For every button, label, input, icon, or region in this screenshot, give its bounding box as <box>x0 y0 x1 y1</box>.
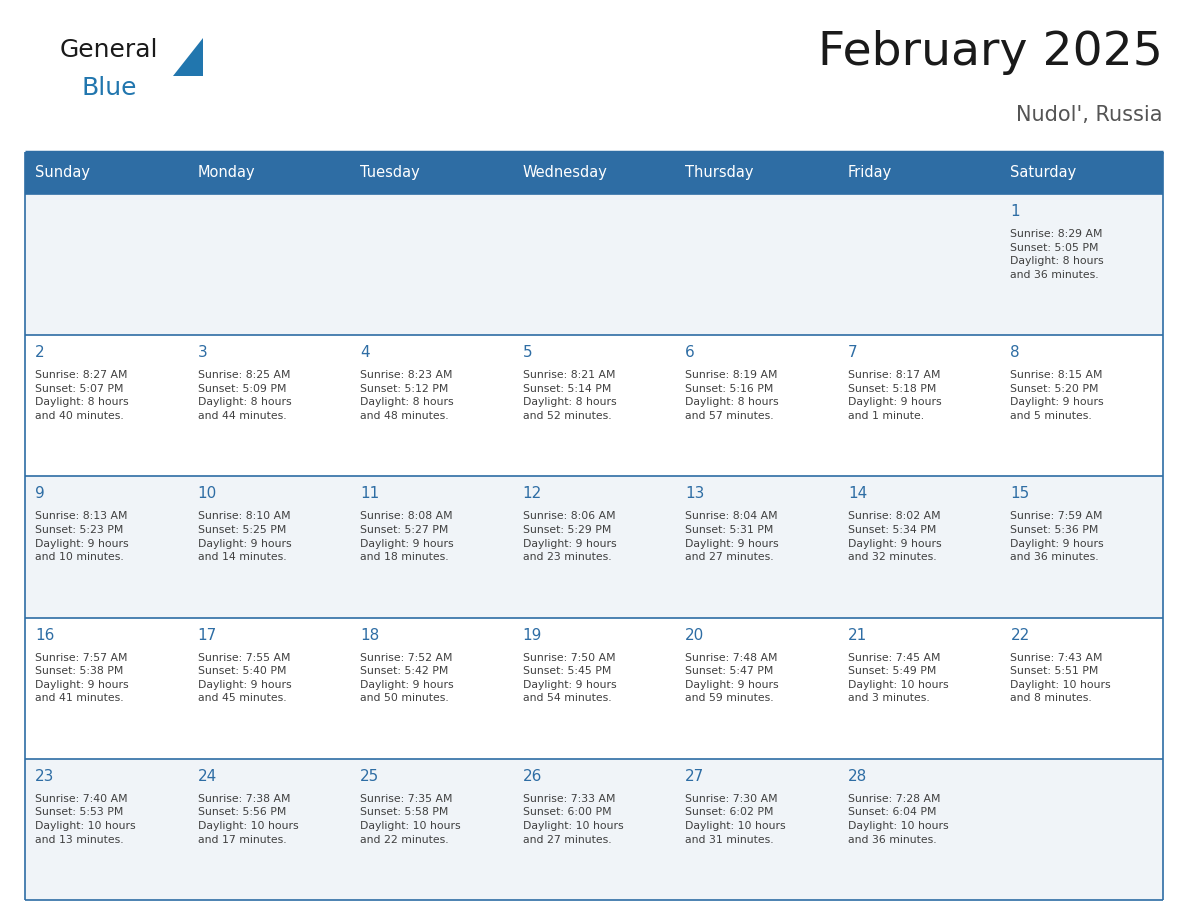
Text: Thursday: Thursday <box>685 165 753 181</box>
Text: Nudol', Russia: Nudol', Russia <box>1017 105 1163 125</box>
Text: Wednesday: Wednesday <box>523 165 607 181</box>
Text: Sunrise: 7:40 AM
Sunset: 5:53 PM
Daylight: 10 hours
and 13 minutes.: Sunrise: 7:40 AM Sunset: 5:53 PM Dayligh… <box>34 794 135 845</box>
Text: Friday: Friday <box>848 165 892 181</box>
Text: 26: 26 <box>523 768 542 784</box>
Text: 23: 23 <box>34 768 55 784</box>
Text: February 2025: February 2025 <box>819 30 1163 75</box>
Text: Sunrise: 7:38 AM
Sunset: 5:56 PM
Daylight: 10 hours
and 17 minutes.: Sunrise: 7:38 AM Sunset: 5:56 PM Dayligh… <box>197 794 298 845</box>
Text: 14: 14 <box>848 487 867 501</box>
Text: 6: 6 <box>685 345 695 360</box>
Text: 13: 13 <box>685 487 704 501</box>
Text: 2: 2 <box>34 345 45 360</box>
Text: Sunrise: 8:15 AM
Sunset: 5:20 PM
Daylight: 9 hours
and 5 minutes.: Sunrise: 8:15 AM Sunset: 5:20 PM Dayligh… <box>1011 370 1104 421</box>
Text: 7: 7 <box>848 345 858 360</box>
Text: 28: 28 <box>848 768 867 784</box>
Text: Sunrise: 7:57 AM
Sunset: 5:38 PM
Daylight: 9 hours
and 41 minutes.: Sunrise: 7:57 AM Sunset: 5:38 PM Dayligh… <box>34 653 128 703</box>
Text: 16: 16 <box>34 628 55 643</box>
Text: Sunrise: 7:35 AM
Sunset: 5:58 PM
Daylight: 10 hours
and 22 minutes.: Sunrise: 7:35 AM Sunset: 5:58 PM Dayligh… <box>360 794 461 845</box>
Text: Sunrise: 7:45 AM
Sunset: 5:49 PM
Daylight: 10 hours
and 3 minutes.: Sunrise: 7:45 AM Sunset: 5:49 PM Dayligh… <box>848 653 948 703</box>
Text: Sunrise: 7:30 AM
Sunset: 6:02 PM
Daylight: 10 hours
and 31 minutes.: Sunrise: 7:30 AM Sunset: 6:02 PM Dayligh… <box>685 794 786 845</box>
Text: Sunrise: 8:19 AM
Sunset: 5:16 PM
Daylight: 8 hours
and 57 minutes.: Sunrise: 8:19 AM Sunset: 5:16 PM Dayligh… <box>685 370 779 421</box>
Text: 8: 8 <box>1011 345 1020 360</box>
Bar <box>25 476 1163 618</box>
Text: 21: 21 <box>848 628 867 643</box>
Text: Monday: Monday <box>197 165 255 181</box>
Text: Sunrise: 8:23 AM
Sunset: 5:12 PM
Daylight: 8 hours
and 48 minutes.: Sunrise: 8:23 AM Sunset: 5:12 PM Dayligh… <box>360 370 454 421</box>
Text: 22: 22 <box>1011 628 1030 643</box>
Text: 3: 3 <box>197 345 208 360</box>
Polygon shape <box>173 38 203 76</box>
Text: Sunrise: 8:17 AM
Sunset: 5:18 PM
Daylight: 9 hours
and 1 minute.: Sunrise: 8:17 AM Sunset: 5:18 PM Dayligh… <box>848 370 941 421</box>
Text: 10: 10 <box>197 487 217 501</box>
Text: Sunrise: 8:02 AM
Sunset: 5:34 PM
Daylight: 9 hours
and 32 minutes.: Sunrise: 8:02 AM Sunset: 5:34 PM Dayligh… <box>848 511 941 562</box>
Text: Sunrise: 8:13 AM
Sunset: 5:23 PM
Daylight: 9 hours
and 10 minutes.: Sunrise: 8:13 AM Sunset: 5:23 PM Dayligh… <box>34 511 128 562</box>
Text: 24: 24 <box>197 768 217 784</box>
Text: General: General <box>61 38 158 62</box>
Text: Sunrise: 7:33 AM
Sunset: 6:00 PM
Daylight: 10 hours
and 27 minutes.: Sunrise: 7:33 AM Sunset: 6:00 PM Dayligh… <box>523 794 624 845</box>
Text: 1: 1 <box>1011 204 1020 219</box>
Text: Saturday: Saturday <box>1011 165 1076 181</box>
Text: Sunrise: 7:43 AM
Sunset: 5:51 PM
Daylight: 10 hours
and 8 minutes.: Sunrise: 7:43 AM Sunset: 5:51 PM Dayligh… <box>1011 653 1111 703</box>
Bar <box>25 335 1163 476</box>
Text: Sunrise: 7:55 AM
Sunset: 5:40 PM
Daylight: 9 hours
and 45 minutes.: Sunrise: 7:55 AM Sunset: 5:40 PM Dayligh… <box>197 653 291 703</box>
Text: Sunrise: 7:59 AM
Sunset: 5:36 PM
Daylight: 9 hours
and 36 minutes.: Sunrise: 7:59 AM Sunset: 5:36 PM Dayligh… <box>1011 511 1104 562</box>
Text: Sunrise: 7:52 AM
Sunset: 5:42 PM
Daylight: 9 hours
and 50 minutes.: Sunrise: 7:52 AM Sunset: 5:42 PM Dayligh… <box>360 653 454 703</box>
Bar <box>25 194 1163 335</box>
Text: Tuesday: Tuesday <box>360 165 419 181</box>
Text: Sunrise: 7:50 AM
Sunset: 5:45 PM
Daylight: 9 hours
and 54 minutes.: Sunrise: 7:50 AM Sunset: 5:45 PM Dayligh… <box>523 653 617 703</box>
Text: Sunrise: 8:27 AM
Sunset: 5:07 PM
Daylight: 8 hours
and 40 minutes.: Sunrise: 8:27 AM Sunset: 5:07 PM Dayligh… <box>34 370 128 421</box>
Text: 9: 9 <box>34 487 45 501</box>
Bar <box>25 618 1163 759</box>
Text: 27: 27 <box>685 768 704 784</box>
Text: 15: 15 <box>1011 487 1030 501</box>
Text: Sunrise: 8:10 AM
Sunset: 5:25 PM
Daylight: 9 hours
and 14 minutes.: Sunrise: 8:10 AM Sunset: 5:25 PM Dayligh… <box>197 511 291 562</box>
Text: Sunrise: 7:48 AM
Sunset: 5:47 PM
Daylight: 9 hours
and 59 minutes.: Sunrise: 7:48 AM Sunset: 5:47 PM Dayligh… <box>685 653 779 703</box>
Text: Sunrise: 8:08 AM
Sunset: 5:27 PM
Daylight: 9 hours
and 18 minutes.: Sunrise: 8:08 AM Sunset: 5:27 PM Dayligh… <box>360 511 454 562</box>
Text: 12: 12 <box>523 487 542 501</box>
Text: 20: 20 <box>685 628 704 643</box>
Text: Blue: Blue <box>82 76 138 100</box>
Text: Sunday: Sunday <box>34 165 90 181</box>
Text: Sunrise: 8:29 AM
Sunset: 5:05 PM
Daylight: 8 hours
and 36 minutes.: Sunrise: 8:29 AM Sunset: 5:05 PM Dayligh… <box>1011 229 1104 280</box>
Text: 25: 25 <box>360 768 379 784</box>
Text: 17: 17 <box>197 628 217 643</box>
Text: 4: 4 <box>360 345 369 360</box>
Text: 18: 18 <box>360 628 379 643</box>
Text: Sunrise: 8:25 AM
Sunset: 5:09 PM
Daylight: 8 hours
and 44 minutes.: Sunrise: 8:25 AM Sunset: 5:09 PM Dayligh… <box>197 370 291 421</box>
Text: 5: 5 <box>523 345 532 360</box>
Bar <box>25 152 1163 194</box>
Text: 19: 19 <box>523 628 542 643</box>
Bar <box>25 759 1163 900</box>
Text: Sunrise: 8:04 AM
Sunset: 5:31 PM
Daylight: 9 hours
and 27 minutes.: Sunrise: 8:04 AM Sunset: 5:31 PM Dayligh… <box>685 511 779 562</box>
Text: 11: 11 <box>360 487 379 501</box>
Text: Sunrise: 8:21 AM
Sunset: 5:14 PM
Daylight: 8 hours
and 52 minutes.: Sunrise: 8:21 AM Sunset: 5:14 PM Dayligh… <box>523 370 617 421</box>
Text: Sunrise: 7:28 AM
Sunset: 6:04 PM
Daylight: 10 hours
and 36 minutes.: Sunrise: 7:28 AM Sunset: 6:04 PM Dayligh… <box>848 794 948 845</box>
Text: Sunrise: 8:06 AM
Sunset: 5:29 PM
Daylight: 9 hours
and 23 minutes.: Sunrise: 8:06 AM Sunset: 5:29 PM Dayligh… <box>523 511 617 562</box>
